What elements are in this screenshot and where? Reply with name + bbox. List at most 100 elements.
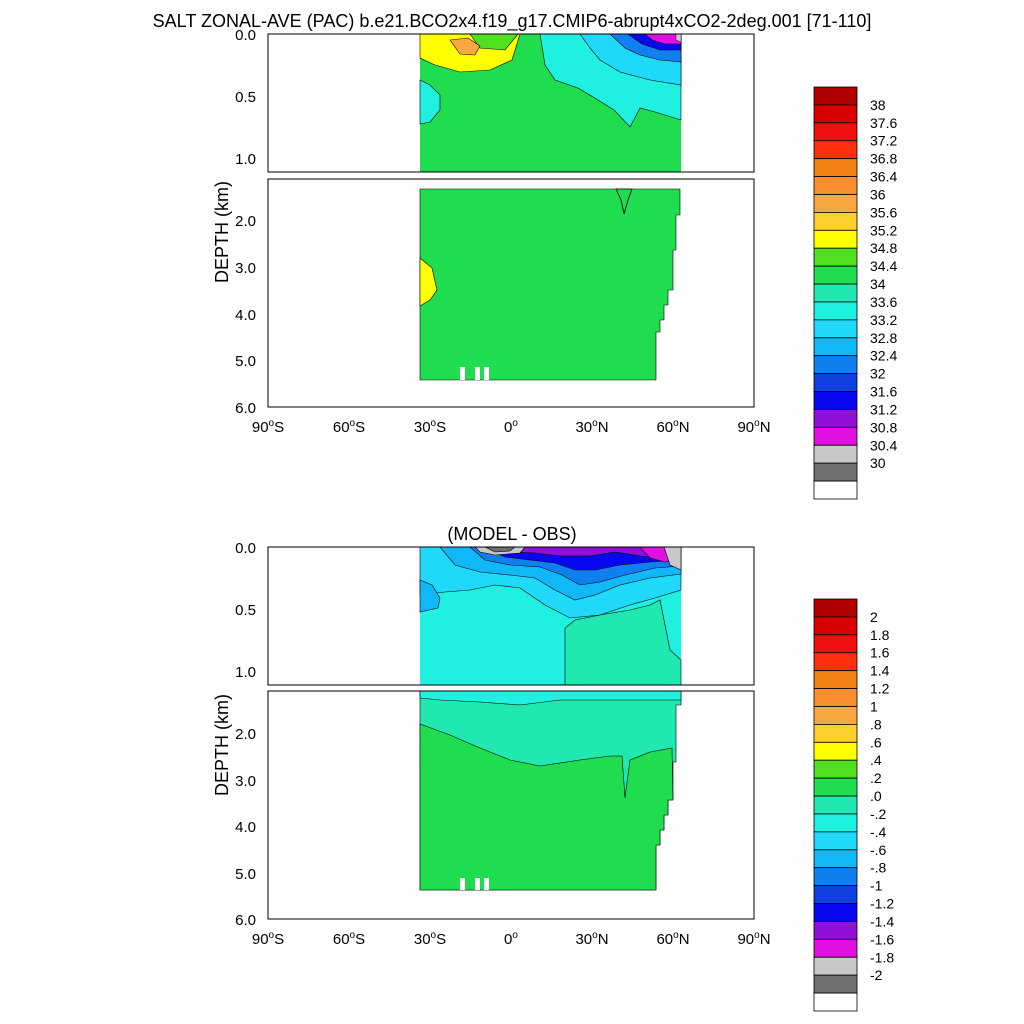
colorbar-label: 36.8 <box>870 151 897 167</box>
y-tick-label: 3.0 <box>235 260 256 277</box>
y-tick-label: 6.0 <box>235 400 256 417</box>
salinity-deep-dip <box>615 188 633 215</box>
diff-upper-cyan <box>419 690 682 706</box>
x-tick-label: 30oN <box>575 418 608 436</box>
colorbar-label: 1.4 <box>870 663 890 679</box>
colorbar-swatch <box>813 211 858 231</box>
y-tick-label: 6.0 <box>235 912 256 929</box>
colorbar-swatch <box>813 409 858 428</box>
y-tick-label: 0.0 <box>235 27 256 44</box>
y-tick-label: 0.0 <box>235 540 256 557</box>
colorbar-swatch <box>813 426 858 446</box>
colorbar-label: 32.4 <box>870 348 897 364</box>
colorbar-swatch <box>813 723 858 743</box>
colorbar-label: 36.4 <box>870 169 897 185</box>
x-tick-label: 30oN <box>575 930 608 948</box>
colorbar-label: 30.4 <box>870 437 897 453</box>
colorbar-swatch <box>813 480 858 500</box>
colorbar-label: 1 <box>870 698 878 714</box>
colorbar-swatch <box>813 867 858 887</box>
colorbar-swatch <box>813 849 858 869</box>
colorbar-swatch <box>813 813 858 833</box>
colorbar-swatch <box>813 265 858 285</box>
panel-title: (MODEL - OBS) <box>447 524 576 544</box>
colorbar-swatch <box>813 158 858 177</box>
colorbar-swatch <box>813 355 858 375</box>
colorbar-swatch <box>813 140 858 160</box>
upper-section-plot <box>267 546 755 686</box>
y-tick-label: 4.0 <box>235 819 256 836</box>
colorbar-label: .0 <box>870 788 882 804</box>
diff-teal-deep <box>564 599 682 686</box>
y-ticks: 0.0 0.5 1.0 2.0 3.0 4.0 5.0 6.0 <box>235 27 256 417</box>
y-tick-label: 1.0 <box>235 664 256 681</box>
x-tick-label: 90oS <box>252 418 284 436</box>
lower-section-plot <box>267 178 755 408</box>
colorbar-label: -.4 <box>870 824 887 840</box>
colorbar-swatch <box>813 176 858 195</box>
colorbar-swatch <box>813 921 858 940</box>
salinity-field-deep <box>419 188 681 381</box>
colorbar-label: 34 <box>870 276 886 292</box>
x-tick-label: 60oS <box>333 930 365 948</box>
colorbar-label: 32 <box>870 366 886 382</box>
colorbar-label: 2 <box>870 609 878 625</box>
colorbar-label: -.6 <box>870 842 887 858</box>
colorbar-label: -2 <box>870 967 883 983</box>
colorbar-swatch <box>813 229 858 249</box>
colorbar-label: 37.2 <box>870 133 897 149</box>
colorbar-swatch <box>813 104 858 124</box>
salinity-orange-core <box>449 37 481 56</box>
x-ticks: 90oS 60oS 30oS 0o 30oN 60oN 90oN <box>252 930 771 948</box>
colorbar-label: 30 <box>870 455 886 471</box>
x-tick-label: 60oN <box>656 418 689 436</box>
colorbar-swatch <box>813 247 858 267</box>
colorbar-label: 1.6 <box>870 645 890 661</box>
panel-diff: (MODEL - OBS) DEPTH <box>212 524 894 1012</box>
colorbar-swatch <box>813 992 858 1012</box>
colorbar-label: .4 <box>870 752 882 768</box>
colorbar-swatch <box>813 938 858 958</box>
colorbar-swatch <box>813 652 858 672</box>
y-tick-label: 3.0 <box>235 773 256 790</box>
colorbar-label: -.8 <box>870 860 887 876</box>
colorbar-swatch <box>813 462 858 482</box>
y-axis-label: DEPTH (km) <box>212 181 232 283</box>
colorbar-label: 31.6 <box>870 384 897 400</box>
colorbar-swatch <box>813 759 858 779</box>
panel-title: SALT ZONAL-AVE (PAC) b.e21.BCO2x4.f19_g1… <box>153 11 872 32</box>
colorbar-label: 1.2 <box>870 681 890 697</box>
colorbar-swatch <box>813 283 858 303</box>
colorbar-swatch <box>813 194 858 213</box>
panel-model: SALT ZONAL-AVE (PAC) b.e21.BCO2x4.f19_g1… <box>153 11 897 500</box>
colorbar-label: .6 <box>870 734 882 750</box>
x-tick-label: 60oN <box>656 930 689 948</box>
x-tick-label: 90oN <box>737 418 770 436</box>
diff-blue-south <box>419 579 441 613</box>
colorbar: 38 37.6 37.2 36.8 36.436 35.6 35.2 34.8 34.4 34 33… <box>813 86 897 500</box>
colorbar-swatch <box>813 86 858 106</box>
colorbar-label: -1.6 <box>870 931 894 947</box>
colorbar-label: 35.2 <box>870 222 897 238</box>
colorbar-label: .2 <box>870 770 882 786</box>
x-tick-label: 60oS <box>333 418 365 436</box>
x-tick-label: 90oN <box>737 930 770 948</box>
y-tick-label: 2.0 <box>235 213 256 230</box>
colorbar-swatch <box>813 122 858 142</box>
diff-deep-green <box>419 723 674 891</box>
lower-section-plot <box>267 690 755 920</box>
y-ticks: 0.0 0.5 1.0 2.0 3.0 4.0 5.0 6.0 <box>235 540 256 929</box>
y-tick-label: 5.0 <box>235 353 256 370</box>
colorbar: 21.81.61.41.21.8.6.4.2.0-.2-.4-.6-.8-1-1… <box>813 598 894 1012</box>
x-tick-label: 30oS <box>414 930 446 948</box>
upper-section-plot <box>267 33 755 173</box>
colorbar-label: -1.4 <box>870 913 894 929</box>
x-ticks: 90oS 60oS 30oS 0o 30oN 60oN 90oN <box>252 418 771 436</box>
colorbar-label: 32.8 <box>870 330 897 346</box>
colorbar-swatch <box>813 616 858 636</box>
colorbar-label: -1.2 <box>870 896 894 912</box>
salinity-cyan-south <box>419 79 441 125</box>
colorbar-label: -1.8 <box>870 949 894 965</box>
salinity-yellow-deep-south <box>419 257 438 307</box>
